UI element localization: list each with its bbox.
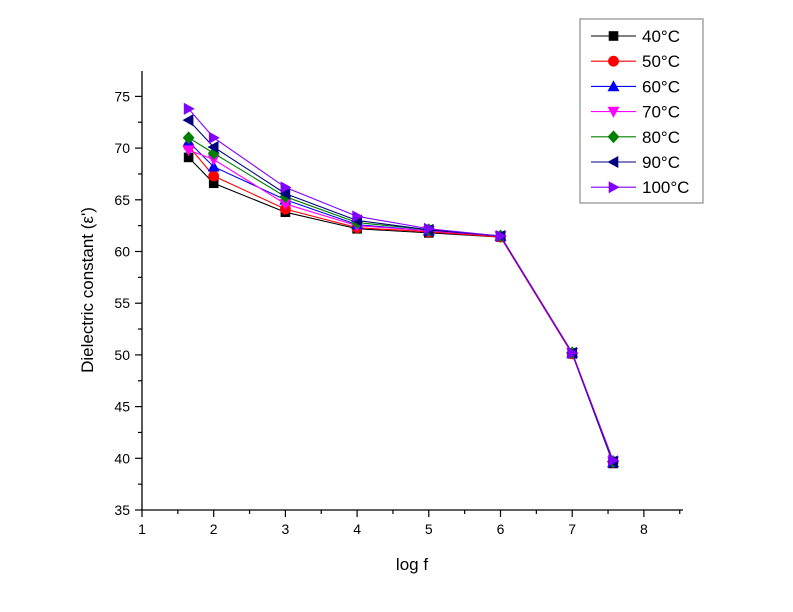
x-axis-title: log f bbox=[396, 555, 428, 574]
triangle-down-marker bbox=[607, 106, 620, 118]
y-tick-label: 40 bbox=[114, 450, 130, 466]
y-tick-label: 55 bbox=[114, 295, 130, 311]
triangle-right-marker bbox=[495, 229, 507, 242]
series-100c bbox=[183, 102, 620, 467]
axes bbox=[141, 71, 683, 511]
diamond-marker bbox=[607, 130, 620, 144]
legend-label: 90°C bbox=[642, 153, 680, 172]
triangle-right-marker bbox=[280, 181, 292, 194]
legend-item: 90°C bbox=[591, 153, 680, 172]
y-tick-label: 65 bbox=[114, 192, 130, 208]
legend: 40°C 50°C 60°C 70°C 80°C 90°C 100°C bbox=[579, 18, 704, 204]
square-marker bbox=[608, 31, 619, 41]
triangle-right-marker bbox=[208, 131, 220, 144]
series-line bbox=[188, 157, 614, 464]
triangle-right-marker bbox=[567, 346, 579, 359]
series-line bbox=[188, 149, 614, 462]
series-line bbox=[188, 137, 614, 462]
x-tick-label: 2 bbox=[210, 521, 218, 537]
triangle-right-marker bbox=[183, 102, 195, 115]
triangle-up-marker bbox=[207, 160, 220, 172]
triangle-right-marker bbox=[608, 181, 620, 194]
x-tick-label: 3 bbox=[282, 521, 290, 537]
series-90c bbox=[182, 114, 618, 468]
legend-label: 60°C bbox=[642, 77, 680, 96]
triangle-left-marker bbox=[207, 141, 219, 154]
series-line bbox=[188, 119, 614, 462]
series-line bbox=[188, 145, 614, 463]
legend-item: 50°C bbox=[591, 52, 680, 71]
legend-label: 100°C bbox=[642, 178, 689, 197]
y-axis-title: Dielectric constant (ε') bbox=[78, 207, 97, 373]
triangle-up-marker bbox=[607, 80, 620, 92]
legend-item: 40°C bbox=[591, 27, 680, 46]
x-tick-label: 5 bbox=[425, 521, 433, 537]
legend-item: 70°C bbox=[591, 103, 680, 122]
series-70c bbox=[182, 145, 620, 468]
series-line bbox=[188, 141, 614, 463]
triangle-right-marker bbox=[608, 454, 620, 467]
y-tick-label: 50 bbox=[114, 347, 130, 363]
x-tick-label: 4 bbox=[353, 521, 361, 537]
triangle-left-marker bbox=[182, 114, 194, 127]
series-line bbox=[188, 108, 614, 461]
series-layer bbox=[182, 102, 620, 469]
legend-item: 100°C bbox=[591, 178, 689, 197]
x-tick-label: 1 bbox=[138, 521, 146, 537]
series-50c bbox=[183, 140, 619, 468]
circle-marker bbox=[608, 55, 619, 67]
x-tick-label: 8 bbox=[640, 521, 648, 537]
x-ticks: 1 2 3 4 5 6 7 8 bbox=[138, 510, 681, 537]
legend-box bbox=[579, 18, 704, 204]
legend-item: 60°C bbox=[591, 77, 680, 96]
triangle-left-marker bbox=[607, 155, 619, 169]
series-80c bbox=[182, 131, 619, 468]
y-tick-label: 75 bbox=[114, 88, 130, 104]
legend-label: 70°C bbox=[642, 103, 680, 122]
y-tick-label: 60 bbox=[114, 244, 130, 260]
y-tick-label: 35 bbox=[114, 502, 130, 518]
legend-item: 80°C bbox=[591, 128, 680, 147]
x-tick-label: 6 bbox=[497, 521, 505, 537]
y-ticks: 35 40 45 50 55 60 65 70 75 bbox=[114, 88, 142, 518]
diamond-marker bbox=[182, 131, 195, 145]
triangle-right-marker bbox=[423, 222, 435, 235]
legend-label: 80°C bbox=[642, 128, 680, 147]
legend-label: 40°C bbox=[642, 27, 680, 46]
x-tick-label: 7 bbox=[568, 521, 576, 537]
triangle-down-marker bbox=[182, 145, 195, 157]
series-60c bbox=[182, 135, 620, 468]
legend-label: 50°C bbox=[642, 52, 680, 71]
y-tick-label: 70 bbox=[114, 140, 130, 156]
triangle-right-marker bbox=[352, 210, 364, 223]
series-40c bbox=[183, 152, 618, 469]
circle-marker bbox=[208, 170, 220, 182]
y-tick-label: 45 bbox=[114, 399, 130, 415]
